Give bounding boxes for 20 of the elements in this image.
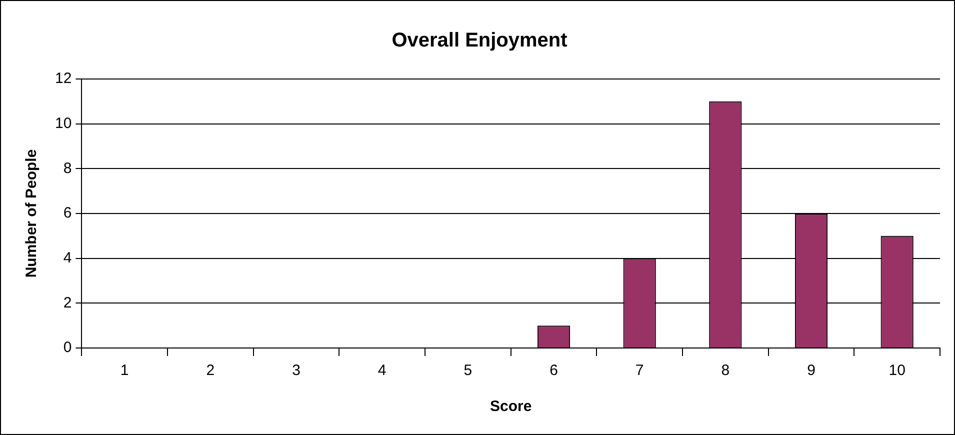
x-tick-label: 10 [888, 362, 906, 380]
y-tick-label: 12 [54, 70, 72, 88]
x-axis-title: Score [490, 398, 532, 416]
chart-title: Overall Enjoyment [392, 30, 568, 52]
x-tick-label: 8 [721, 362, 730, 380]
y-tick-label: 6 [63, 204, 72, 222]
x-tick-label: 4 [378, 362, 386, 380]
x-tick-label: 6 [550, 362, 558, 380]
x-tick-label: 3 [292, 362, 300, 380]
x-tick-label: 9 [807, 362, 816, 380]
y-tick-label: 10 [54, 114, 72, 132]
x-tick-label: 7 [635, 362, 644, 380]
y-tick-label: 2 [63, 294, 72, 312]
x-tick-label: 5 [464, 362, 472, 380]
y-axis-title: Number of People [23, 149, 40, 278]
x-tick-label: 1 [120, 362, 129, 380]
x-tick-label: 2 [206, 362, 215, 380]
y-tick-label: 4 [63, 249, 72, 266]
y-tick-label: 0 [63, 339, 72, 356]
y-tick-label: 8 [63, 160, 72, 177]
